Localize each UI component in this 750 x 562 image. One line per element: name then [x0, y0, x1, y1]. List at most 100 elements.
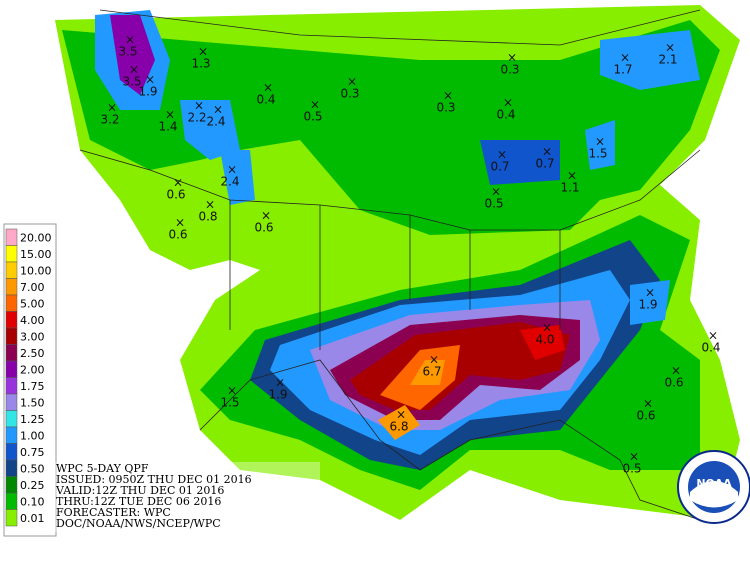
legend-label: 7.00 — [20, 281, 45, 294]
point-value: 0.8 — [198, 210, 217, 224]
point-value: 4.0 — [535, 333, 554, 347]
point-marker: × — [129, 63, 139, 77]
point-value: 0.6 — [168, 228, 187, 242]
legend-label: 0.01 — [20, 512, 45, 525]
point-value: 3.5 — [122, 75, 141, 89]
point-marker: × — [275, 376, 285, 390]
legend-label: 15.00 — [20, 248, 52, 261]
point-marker: × — [595, 135, 605, 149]
point-marker: × — [125, 33, 135, 47]
legend-label: 2.50 — [20, 347, 45, 360]
thru: THRU:12Z TUE DEC 06 2016 — [56, 495, 221, 508]
point-value: 2.4 — [206, 115, 225, 129]
point-marker: × — [310, 98, 320, 112]
legend-swatch — [5, 245, 18, 263]
point-marker: × — [708, 329, 718, 343]
point-marker: × — [620, 51, 630, 65]
legend-label: 0.50 — [20, 462, 45, 475]
point-value: 2.4 — [220, 175, 239, 189]
product-title: WPC 5-DAY QPF — [56, 462, 149, 475]
point-marker: × — [491, 185, 501, 199]
legend-swatch — [5, 278, 18, 296]
precip-shading — [55, 5, 740, 520]
legend-swatch — [5, 492, 18, 510]
point-value: 6.7 — [422, 365, 441, 379]
point-marker: × — [503, 96, 513, 110]
point-value: 0.6 — [636, 409, 655, 423]
legend-swatch — [5, 261, 18, 279]
point-marker: × — [173, 176, 183, 190]
legend-label: 5.00 — [20, 297, 45, 310]
point-value: 0.5 — [622, 462, 641, 476]
point-marker: × — [542, 145, 552, 159]
boundaries — [79, 9, 701, 521]
point-marker: × — [205, 198, 215, 212]
point-marker: × — [429, 353, 439, 367]
point-marker: × — [497, 148, 507, 162]
legend-label: 10.00 — [20, 264, 52, 277]
legend-swatch — [5, 459, 18, 477]
legend-label: 1.50 — [20, 396, 45, 409]
forecaster: FORECASTER: WPC — [56, 506, 171, 519]
point-value: 1.5 — [220, 396, 239, 410]
point-marker: × — [396, 408, 406, 422]
point-marker: × — [542, 321, 552, 335]
point-value: 1.5 — [588, 147, 607, 161]
point-marker: × — [227, 384, 237, 398]
point-marker: × — [665, 41, 675, 55]
legend-swatch — [5, 443, 18, 461]
point-value: 6.8 — [389, 420, 408, 434]
legend: 20.00 15.00 10.00 7.00 5.00 4.00 3.00 2.50 2.00 1… — [3, 223, 57, 537]
legend-label: 20.00 — [20, 231, 52, 244]
point-marker: × — [643, 397, 653, 411]
point-value: 3.5 — [118, 45, 137, 59]
point-value: 0.6 — [166, 188, 185, 202]
point-value: 0.3 — [436, 101, 455, 115]
point-marker: × — [175, 216, 185, 230]
point-value: 1.1 — [560, 181, 579, 195]
point-value: 0.3 — [340, 87, 359, 101]
source: DOC/NOAA/NWS/NCEP/WPC — [56, 517, 221, 530]
point-marker: × — [671, 364, 681, 378]
point-value: 2.2 — [187, 111, 206, 125]
point-value: 0.6 — [664, 376, 683, 390]
point-value: 0.4 — [256, 93, 275, 107]
legend-swatch — [5, 476, 18, 494]
point-value: 0.7 — [490, 160, 509, 174]
legend-swatch — [5, 311, 18, 329]
point-marker: × — [213, 103, 223, 117]
point-marker: × — [261, 209, 271, 223]
noaa-logo: NOAA — [677, 450, 750, 524]
point-value: 0.7 — [535, 157, 554, 171]
legend-swatch — [5, 509, 18, 527]
logo-text: NOAA — [696, 477, 732, 490]
point-value: 0.4 — [701, 341, 720, 355]
legend-swatch — [5, 360, 18, 378]
legend-swatch — [5, 393, 18, 411]
point-value: 1.7 — [613, 63, 632, 77]
point-marker: × — [198, 45, 208, 59]
legend-label: 2.00 — [20, 363, 45, 376]
point-maxima: ×3.5 ×1.3×3.5 ×1.9×3.2×0.4×0.3×1.4×2.2×2.4… — [100, 33, 720, 476]
point-value: 3.2 — [100, 113, 119, 127]
legend-swatch — [5, 377, 18, 395]
legend-swatch — [5, 228, 18, 246]
point-marker: × — [227, 163, 237, 177]
issued: ISSUED: 0950Z THU DEC 01 2016 — [56, 473, 252, 486]
point-value: 0.5 — [484, 197, 503, 211]
point-value: 1.3 — [191, 57, 210, 71]
point-marker: × — [347, 75, 357, 89]
point-value: 1.9 — [268, 388, 287, 402]
point-value: 0.4 — [496, 108, 515, 122]
legend-label: 1.00 — [20, 429, 45, 442]
point-value: 0.3 — [500, 63, 519, 77]
legend-swatch — [5, 426, 18, 444]
point-marker: × — [629, 450, 639, 464]
legend-label: 1.25 — [20, 413, 45, 426]
point-marker: × — [263, 81, 273, 95]
legend-swatch — [5, 327, 18, 345]
legend-label: 1.75 — [20, 380, 45, 393]
legend-swatch — [5, 344, 18, 362]
